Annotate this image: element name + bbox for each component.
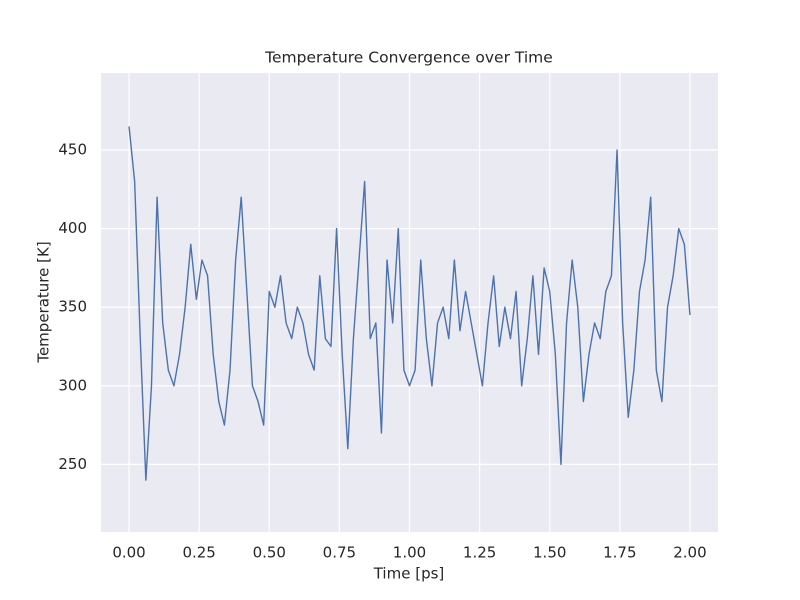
- x-axis-label: Time [ps]: [373, 565, 445, 583]
- x-tick-label: 0.75: [323, 544, 356, 562]
- x-tick-label: 0.00: [112, 544, 145, 562]
- y-tick-label: 250: [58, 455, 87, 473]
- x-tick-label: 0.50: [253, 544, 286, 562]
- x-tick-label: 0.25: [182, 544, 215, 562]
- y-tick-label: 450: [58, 141, 87, 159]
- x-tick-label: 1.25: [463, 544, 496, 562]
- x-tick-label: 1.75: [603, 544, 636, 562]
- y-tick-label: 350: [58, 298, 87, 316]
- y-tick-label: 300: [58, 376, 87, 394]
- y-axis-label: Temperature [K]: [35, 241, 53, 363]
- x-tick-label: 2.00: [673, 544, 706, 562]
- x-tick-label: 1.50: [533, 544, 566, 562]
- data-line: [128, 126, 691, 481]
- chart-title: Temperature Convergence over Time: [264, 49, 553, 67]
- y-tick-label: 400: [58, 219, 87, 237]
- x-tick-label: 1.00: [393, 544, 426, 562]
